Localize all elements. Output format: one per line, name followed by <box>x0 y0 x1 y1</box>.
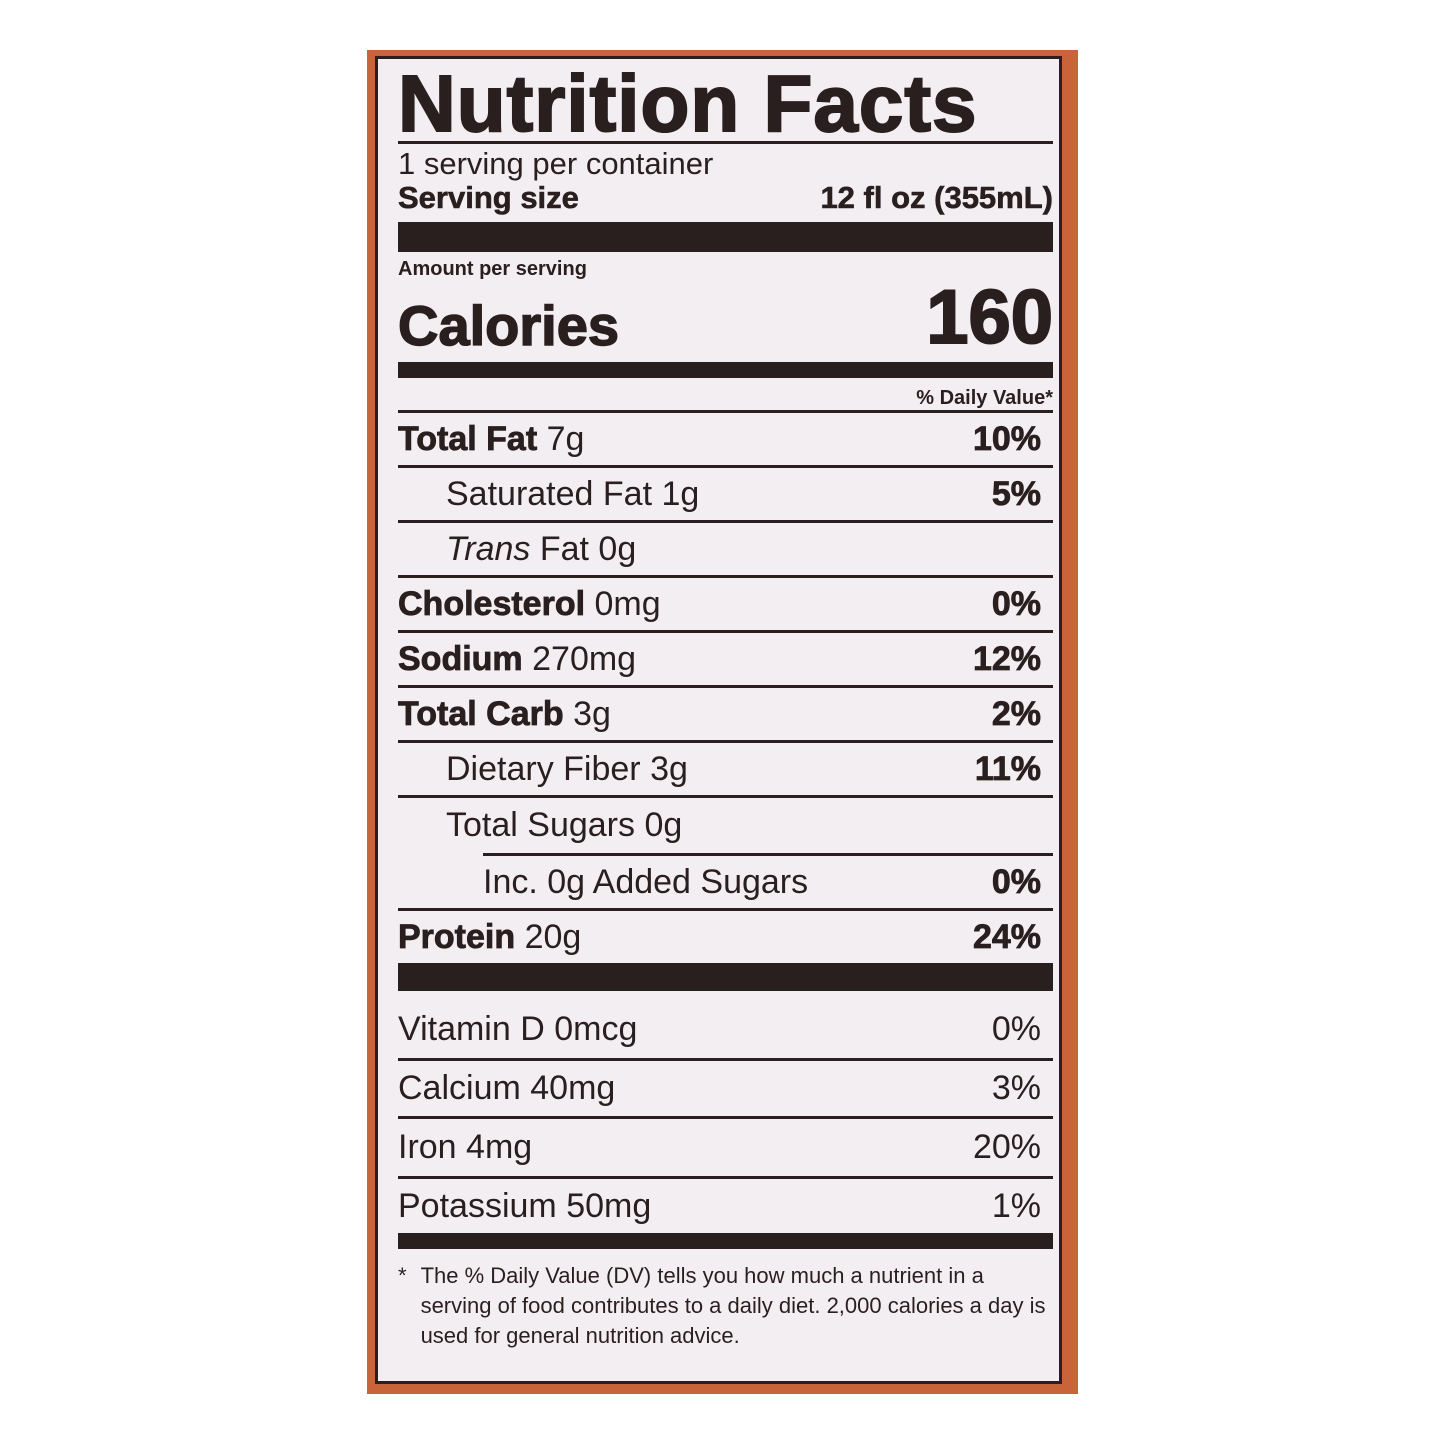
vitamin-row-potassium: Potassium 50mg 1% <box>398 1179 1053 1233</box>
vitamin-row-calcium: Calcium 40mg 3% <box>398 1061 1053 1119</box>
nutrient-amount: 20g <box>524 917 582 956</box>
nutrient-dv: 11% <box>974 749 1041 788</box>
serving-size-label: Serving size <box>398 180 580 216</box>
vitamin-amount: 4mg <box>466 1128 533 1166</box>
divider <box>483 853 1053 856</box>
serving-size-value: 12 fl oz (355mL) <box>820 180 1053 216</box>
vitamin-amount: 50mg <box>566 1186 652 1225</box>
nutrient-dv: 0% <box>991 584 1041 623</box>
nutrient-row-total-carb: Total Carb 3g 2% <box>398 688 1053 743</box>
daily-value-header: % Daily Value* <box>916 387 1053 409</box>
nutrient-amount: 3g <box>650 749 688 788</box>
nutrient-row-added-sugars: Inc. 0g Added Sugars 0% <box>398 856 1053 911</box>
nutrient-row-saturated-fat: Saturated Fat 1g 5% <box>398 468 1053 523</box>
vitamin-dv: 0% <box>991 1010 1041 1048</box>
footnote-mark: * <box>398 1263 407 1288</box>
nutrient-row-protein: Protein 20g 24% <box>398 911 1053 963</box>
vitamin-name: Vitamin D <box>398 1010 545 1048</box>
amount-per-serving: Amount per serving <box>398 258 587 280</box>
nutrient-dv: 12% <box>972 639 1042 678</box>
nutrient-name: Trans <box>446 529 531 568</box>
divider <box>398 410 1053 413</box>
nutrient-row-trans-fat: Trans Fat 0g <box>398 523 1053 578</box>
nutrient-name: Sodium <box>398 639 523 678</box>
medium-divider <box>398 362 1053 378</box>
vitamin-dv: 3% <box>991 1069 1041 1107</box>
footnote: * The % Daily Value (DV) tells you how m… <box>398 1249 1053 1351</box>
medium-divider <box>398 1233 1053 1249</box>
nutrient-row-total-fat: Total Fat 7g 10% <box>398 413 1053 468</box>
divider <box>398 141 1053 144</box>
nutrient-name: Dietary Fiber <box>446 749 641 788</box>
vitamin-name: Potassium <box>398 1186 557 1225</box>
nutrient-amount: 3g <box>573 694 611 733</box>
nutrient-name: Saturated Fat <box>446 474 653 513</box>
nutrient-dv: 2% <box>991 694 1041 733</box>
nutrient-name-suffix: Fat <box>539 529 589 568</box>
nutrient-amount: 0mg <box>594 584 661 623</box>
calories-value: 160 <box>925 275 1054 360</box>
label-title: Nutrition Facts <box>397 58 978 149</box>
thick-divider <box>398 222 1053 252</box>
calories-row: Calories 160 <box>397 274 1054 360</box>
vitamin-dv: 1% <box>991 1186 1041 1225</box>
footnote-text: The % Daily Value (DV) tells you how muc… <box>420 1263 1046 1348</box>
nutrient-name: Inc. 0g Added Sugars <box>483 862 809 901</box>
nutrient-row-total-sugars: Total Sugars 0g <box>398 798 1053 853</box>
nutrient-name: Protein <box>398 917 516 956</box>
nutrient-amount: 0g <box>644 806 683 844</box>
nutrient-name: Cholesterol <box>398 584 586 623</box>
servings-per-container: 1 serving per container <box>398 146 714 181</box>
nutrient-name: Total Sugars <box>446 806 635 844</box>
nutrient-row-dietary-fiber: Dietary Fiber 3g 11% <box>398 743 1053 798</box>
nutrition-facts-label: Nutrition Facts 1 serving per container … <box>375 56 1062 1384</box>
vitamin-name: Iron <box>398 1128 457 1166</box>
nutrient-dv: 5% <box>991 474 1041 513</box>
nutrient-dv: 10% <box>972 419 1042 458</box>
vitamin-dv: 20% <box>972 1128 1041 1166</box>
calories-label: Calories <box>397 294 620 357</box>
vitamin-amount: 0mcg <box>554 1010 638 1048</box>
vitamin-name: Calcium <box>398 1069 521 1107</box>
nutrient-name: Total Fat <box>398 419 538 458</box>
nutrient-row-sodium: Sodium 270mg 12% <box>398 633 1053 688</box>
vitamin-amount: 40mg <box>530 1069 616 1107</box>
nutrient-amount: 7g <box>546 419 585 458</box>
nutrient-dv: 0% <box>991 862 1041 901</box>
vitamin-row-vitamin-d: Vitamin D 0mcg 0% <box>398 991 1053 1061</box>
nutrient-amount: 0g <box>598 529 637 568</box>
vitamin-row-iron: Iron 4mg 20% <box>398 1119 1053 1179</box>
nutrient-name: Total Carb <box>398 694 564 733</box>
nutrient-amount: 270mg <box>532 639 637 678</box>
serving-size: Serving size 12 fl oz (355mL) <box>398 178 1054 222</box>
nutrient-dv: 24% <box>972 917 1042 956</box>
nutrient-amount: 1g <box>661 474 700 513</box>
nutrient-row-cholesterol: Cholesterol 0mg 0% <box>398 578 1053 633</box>
thick-divider <box>398 963 1053 991</box>
